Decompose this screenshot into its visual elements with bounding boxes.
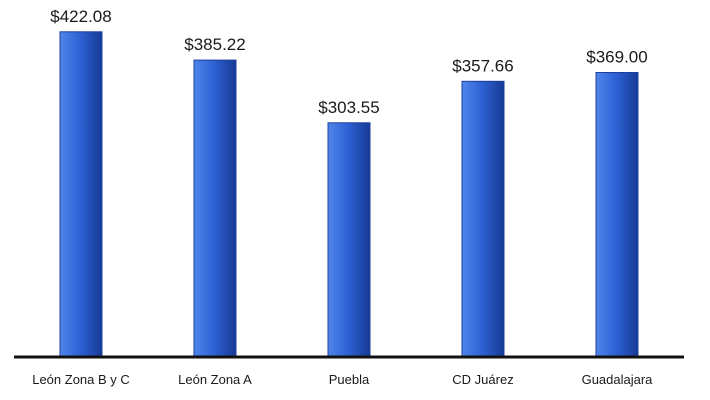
data-label-4: $357.66 <box>452 56 513 75</box>
bar-4 <box>461 80 505 357</box>
x-tick-label-1: León Zona B y C <box>32 372 130 387</box>
data-label-1: $422.08 <box>50 7 111 26</box>
bars-group <box>59 31 639 357</box>
data-label-2: $385.22 <box>184 35 245 54</box>
x-tick-label-2: León Zona A <box>178 372 252 387</box>
data-labels-group: $422.08 $385.22 $303.55 $357.66 $369.00 <box>50 7 647 117</box>
bar-2 <box>193 59 237 357</box>
bar-5 <box>595 72 639 357</box>
x-tick-label-3: Puebla <box>329 372 370 387</box>
bar-3 <box>327 122 371 357</box>
data-label-5: $369.00 <box>586 48 647 67</box>
data-label-3: $303.55 <box>318 98 379 117</box>
x-tick-label-4: CD Juárez <box>452 372 513 387</box>
x-tick-label-5: Guadalajara <box>582 372 654 387</box>
x-tick-labels-group: León Zona B y C León Zona A Puebla CD Juáre… <box>32 372 653 387</box>
bar-1 <box>59 31 103 357</box>
